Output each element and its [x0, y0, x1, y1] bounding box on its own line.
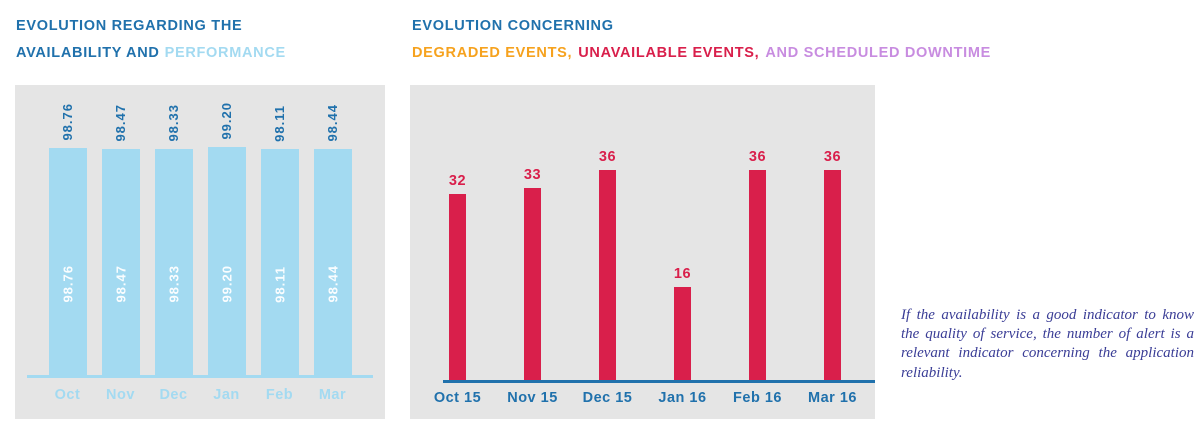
- availability-title-line2: AVAILABILITY AND PERFORMANCE: [16, 40, 286, 67]
- availability-value-label: 98.76: [60, 103, 75, 141]
- availability-category-label: Nov: [106, 387, 135, 403]
- availability-title-dark: AVAILABILITY AND: [16, 45, 160, 61]
- availability-value-label: 98.47: [113, 103, 128, 142]
- availability-column: 98.44 98.44: [313, 104, 352, 375]
- events-category-label: Oct 15: [433, 390, 482, 406]
- availability-column: 98.11 98.11: [260, 105, 299, 375]
- availability-bar: 98.76: [48, 147, 87, 375]
- events-category-label: Nov 15: [507, 390, 558, 406]
- events-category-label: Dec 15: [582, 390, 633, 406]
- events-column: 33: [495, 167, 570, 380]
- events-column: 16: [645, 266, 720, 380]
- availability-value-inner: 98.44: [325, 265, 340, 303]
- availability-axis-line: [27, 375, 373, 378]
- events-bar: [749, 170, 766, 380]
- events-value-label: 16: [673, 265, 692, 282]
- events-value-label: 36: [748, 149, 767, 166]
- availability-value-inner: 99.20: [219, 265, 234, 303]
- availability-column: 98.76 98.76: [48, 103, 87, 375]
- availability-chart-panel: 98.76 98.76 98.47 98.47 98.33 98.33 99.20 99.20…: [15, 85, 385, 419]
- availability-bar: 98.11: [260, 149, 299, 375]
- availability-value-inner: 98.76: [60, 265, 75, 303]
- events-value-label: 32: [448, 172, 467, 189]
- events-column: 36: [570, 149, 645, 380]
- events-category-label: Jan 16: [658, 390, 707, 406]
- availability-value-label: 98.33: [166, 104, 181, 142]
- annotation-text: If the availability is a good indicator …: [901, 307, 1194, 381]
- events-bar: [824, 170, 841, 380]
- availability-title-line1: EVOLUTION REGARDING THE: [16, 18, 243, 34]
- events-title: EVOLUTION CONCERNING DEGRADED EVENTS, UNA…: [412, 13, 991, 67]
- events-axis-labels: Oct 15 Nov 15 Dec 15 Jan 16 Feb 16 Mar 16: [410, 390, 875, 406]
- availability-value-label: 99.20: [219, 102, 234, 140]
- availability-axis-labels: Oct Nov Dec Jan Feb Mar: [15, 387, 385, 403]
- availability-category-label: Mar: [318, 387, 347, 403]
- events-bar: [599, 170, 616, 380]
- events-title-degraded: DEGRADED EVENTS,: [412, 45, 573, 61]
- events-value-label: 36: [598, 149, 617, 166]
- availability-columns: 98.76 98.76 98.47 98.47 98.33 98.33 99.20 99.20…: [15, 85, 385, 375]
- events-columns: 32 33 36 16 36 36: [410, 85, 875, 380]
- availability-bar: 98.33: [154, 148, 193, 375]
- events-bar: [524, 187, 541, 380]
- events-title-line1: EVOLUTION CONCERNING: [412, 18, 614, 34]
- events-title-unavailable: UNAVAILABLE EVENTS,: [578, 45, 760, 61]
- availability-bar: 98.44: [313, 148, 352, 375]
- availability-value-label: 98.44: [325, 104, 340, 142]
- events-bar: [449, 193, 466, 380]
- events-column: 32: [420, 173, 495, 380]
- events-category-label: Feb 16: [733, 390, 782, 406]
- availability-value-inner: 98.47: [113, 265, 128, 303]
- availability-category-label: Dec: [159, 387, 188, 403]
- events-value-label: 36: [823, 149, 842, 166]
- availability-category-label: Oct: [54, 387, 81, 403]
- events-title-scheduled: AND SCHEDULED DOWNTIME: [765, 45, 992, 61]
- availability-title: EVOLUTION REGARDING THE AVAILABILITY AND…: [16, 13, 286, 67]
- availability-column: 98.33 98.33: [154, 104, 193, 375]
- availability-column: 98.47 98.47: [101, 103, 140, 375]
- availability-category-label: Feb: [265, 387, 294, 403]
- availability-bar: 99.20: [207, 146, 246, 375]
- events-axis-line: [443, 380, 875, 383]
- events-column: 36: [795, 149, 870, 380]
- availability-column: 99.20 99.20: [207, 102, 246, 375]
- availability-title-light: PERFORMANCE: [164, 45, 286, 61]
- availability-value-inner: 98.33: [166, 265, 181, 303]
- availability-value-inner: 98.11: [272, 266, 287, 303]
- events-category-label: Mar 16: [808, 390, 857, 406]
- availability-value-label: 98.11: [272, 105, 287, 143]
- events-title-line2: DEGRADED EVENTS, UNAVAILABLE EVENTS, AND S…: [412, 40, 991, 67]
- events-bar: [674, 286, 691, 380]
- availability-bar: 98.47: [101, 148, 140, 375]
- events-value-label: 33: [523, 166, 542, 183]
- events-chart-panel: 32 33 36 16 36 36 Oct 15 Nov 15 Dec 15 Jan 16 Feb…: [410, 85, 875, 419]
- events-column: 36: [720, 149, 795, 380]
- availability-category-label: Jan: [213, 387, 240, 403]
